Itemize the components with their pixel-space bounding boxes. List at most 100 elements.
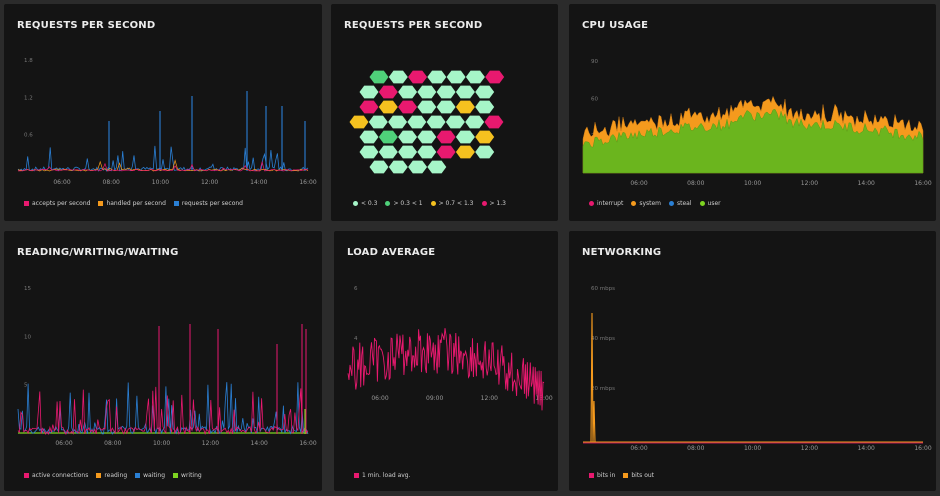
legend-item[interactable]: > 0.3 < 1 (385, 200, 423, 207)
hex-cell (475, 100, 495, 114)
hex-cell (359, 100, 379, 114)
requests-per-second-chart[interactable]: 1.8 1.2 0.6 06:00 08:00 10:00 12:00 14:00 16:00 (4, 4, 322, 221)
hex-cell (378, 85, 398, 99)
legend-swatch (24, 473, 29, 478)
legend-swatch (631, 201, 637, 206)
legend-swatch (623, 473, 629, 478)
hex-cell (398, 130, 418, 144)
x-tick-label: 14:00 (251, 440, 268, 447)
y-tick-label: 5 (24, 383, 28, 389)
legend-label: waiting (143, 472, 166, 479)
load-average-chart[interactable]: 6 4 06:00 09:00 12:00 15:00 (334, 231, 558, 491)
hex-cell (408, 70, 428, 84)
hex-cell (436, 100, 456, 114)
legend-item[interactable]: system (631, 200, 661, 207)
legend-swatch (135, 473, 141, 478)
x-tick-label: 06:00 (630, 180, 647, 187)
legend-swatch (430, 201, 436, 206)
x-tick-label: 12:00 (481, 395, 498, 402)
legend: active connections reading waiting writing (24, 472, 202, 479)
hex-cell (436, 130, 456, 144)
legend-item[interactable]: bits in (589, 472, 615, 479)
hex-cell (436, 145, 456, 159)
x-tick-label: 12:00 (801, 180, 818, 187)
x-tick-label: 16:00 (914, 445, 931, 452)
legend-swatch (385, 201, 391, 206)
networking-chart[interactable]: 60 mbps 40 mbps 20 mbps 06:00 08:00 10:00 12:0… (569, 231, 936, 491)
panel-title: READING/WRITING/WAITING (17, 247, 179, 258)
legend-item[interactable]: interrupt (589, 200, 623, 207)
x-tick-label: 08:00 (104, 440, 121, 447)
legend: < 0.3 > 0.3 < 1 > 0.7 < 1.3 > 1.3 (353, 200, 506, 207)
legend-swatch (481, 201, 487, 206)
legend-swatch (98, 201, 104, 206)
legend-item[interactable]: bits out (623, 472, 654, 479)
legend-item[interactable]: handled per second (98, 200, 166, 207)
hex-cell (368, 115, 388, 129)
legend-label: bits out (631, 472, 655, 479)
panel-title: NETWORKING (582, 247, 662, 258)
legend-label: accepts per second (32, 200, 91, 207)
hex-cell (398, 100, 418, 114)
legend-item[interactable]: reading (96, 472, 127, 479)
requests-hex-heatmap[interactable] (331, 4, 558, 221)
legend: interrupt system steal user (589, 200, 721, 207)
panel-title: REQUESTS PER SECOND (344, 20, 483, 31)
legend-swatch (589, 473, 594, 478)
x-tick-label: 08:00 (687, 445, 704, 452)
legend-item[interactable]: user (699, 200, 721, 207)
hex-cell (427, 160, 447, 174)
legend-label: system (639, 200, 662, 207)
hex-cell (408, 160, 428, 174)
x-tick-label: 16:00 (299, 179, 316, 186)
hex-cell (475, 145, 495, 159)
legend-label: interrupt (597, 200, 624, 207)
hex-cell (388, 115, 408, 129)
legend-item[interactable]: writing (173, 472, 202, 479)
legend-label: writing (181, 472, 202, 479)
bits-out-spike (590, 312, 596, 443)
x-tick-label: 12:00 (801, 445, 818, 452)
legend-item[interactable]: requests per second (173, 200, 243, 207)
legend-item[interactable]: < 0.3 (353, 200, 377, 207)
hex-cell (378, 100, 398, 114)
y-tick-label: 0.6 (24, 133, 33, 139)
hex-cell (445, 115, 465, 129)
hex-cell (417, 100, 437, 114)
hex-cell (398, 85, 418, 99)
load-average-line (347, 328, 545, 411)
hex-cell (475, 85, 495, 99)
hex-cell (446, 70, 466, 84)
hex-cell (359, 85, 379, 99)
legend-item[interactable]: > 0.7 < 1.3 (430, 200, 474, 207)
legend-item[interactable]: > 1.3 (481, 200, 506, 207)
legend-item[interactable]: steal (669, 200, 692, 207)
x-tick-label: 14:00 (250, 179, 267, 186)
panel-title: LOAD AVERAGE (347, 247, 436, 258)
hex-cell (417, 145, 437, 159)
x-tick-label: 06:00 (55, 440, 72, 447)
legend-item[interactable]: waiting (135, 472, 165, 479)
networking-panel: NETWORKING 60 mbps 40 mbps 20 mbps 06:00 08:… (569, 231, 936, 491)
x-tick-label: 08:00 (687, 180, 704, 187)
x-tick-label: 14:00 (858, 180, 875, 187)
legend-swatch (173, 201, 179, 206)
legend-label: 1 min. load avg. (362, 472, 411, 479)
legend-item[interactable]: accepts per second (24, 200, 90, 207)
hex-cell (369, 160, 389, 174)
x-tick-label: 12:00 (202, 440, 219, 447)
legend-swatch (24, 201, 29, 206)
legend-item[interactable]: 1 min. load avg. (354, 472, 411, 479)
legend-item[interactable]: active connections (24, 472, 88, 479)
legend-label: steal (677, 200, 692, 207)
legend-swatch (589, 201, 594, 206)
hex-cell (359, 130, 379, 144)
legend-swatch (96, 473, 102, 478)
y-tick-label: 4 (354, 336, 358, 342)
x-tick-label: 16:00 (914, 180, 931, 187)
y-tick-label: 10 (24, 334, 31, 340)
panel-title: REQUESTS PER SECOND (17, 20, 156, 31)
y-tick-label: 20 mbps (591, 386, 615, 392)
connections-chart[interactable]: 15 10 5 06:00 08:00 10:00 12:00 14:00 16:00 (4, 231, 322, 491)
